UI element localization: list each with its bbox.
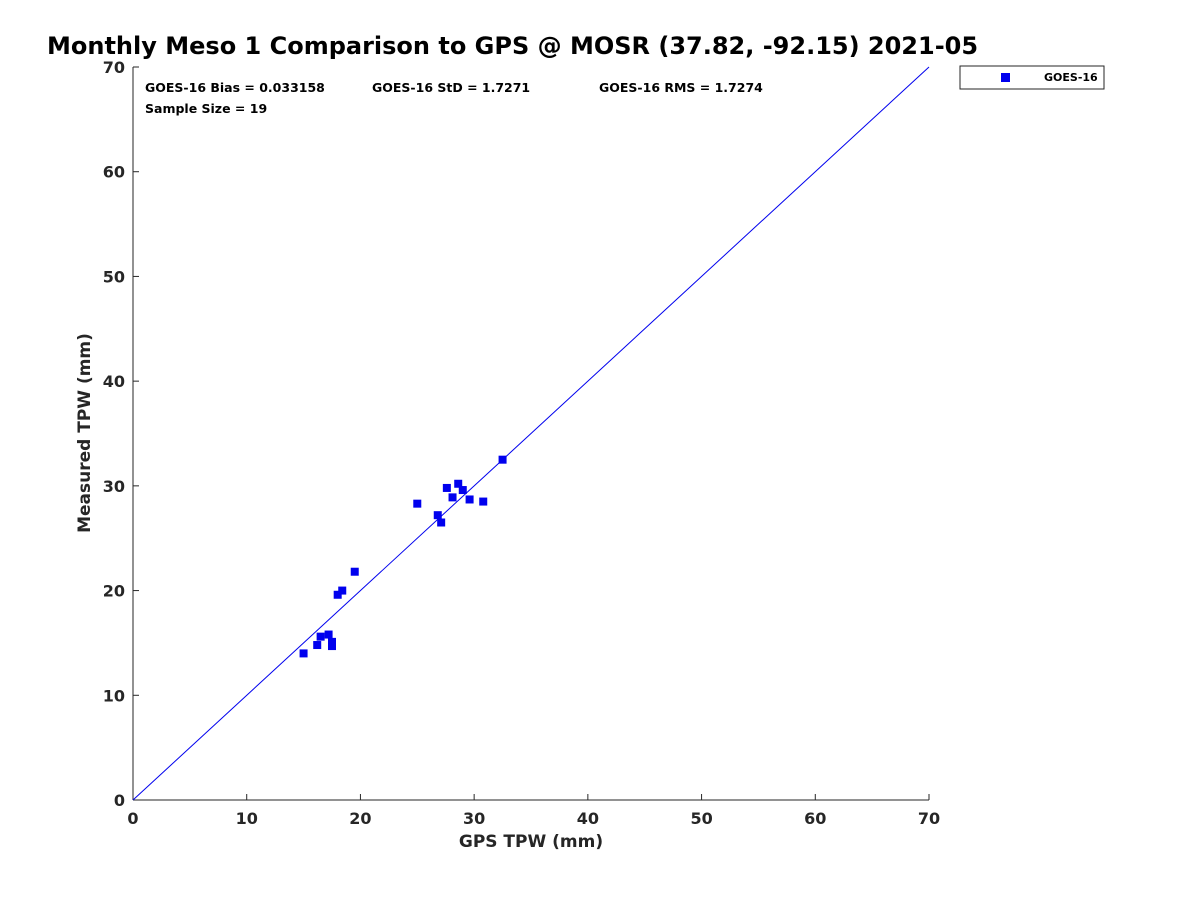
data-points	[299, 455, 507, 658]
data-point	[316, 632, 325, 641]
plot-axes	[132, 67, 929, 801]
chart-title: Monthly Meso 1 Comparison to GPS @ MOSR …	[47, 32, 978, 60]
data-point	[299, 649, 308, 658]
data-point	[433, 511, 442, 520]
x-tick-label: 0	[127, 809, 138, 828]
data-point	[328, 642, 336, 651]
sample-size-annotation: Sample Size = 19	[145, 101, 267, 116]
y-tick-label: 70	[103, 58, 125, 77]
data-point	[313, 641, 322, 650]
x-axis-label: GPS TPW (mm)	[459, 832, 603, 852]
data-point	[413, 499, 422, 508]
y-tick-label: 40	[103, 372, 125, 391]
data-point	[333, 590, 342, 599]
x-tick-label: 20	[349, 809, 371, 828]
x-tick-label: 40	[577, 809, 599, 828]
y-tick-label: 10	[103, 686, 125, 705]
bias-annotation: GOES-16 Bias = 0.033158	[145, 80, 325, 95]
data-point	[458, 486, 467, 495]
rms-annotation: GOES-16 RMS = 1.7274	[599, 80, 763, 95]
data-point	[328, 637, 336, 646]
y-tick-label: 30	[103, 477, 125, 496]
x-tick-label: 60	[804, 809, 826, 828]
legend: GOES-16	[959, 65, 1105, 90]
legend-box	[959, 65, 1105, 90]
y-tick-label: 60	[103, 163, 125, 182]
x-tick-label: 10	[236, 809, 258, 828]
x-tick-label: 70	[918, 809, 940, 828]
legend-marker-goes16	[1001, 73, 1010, 82]
statistics-annotations: GOES-16 Bias = 0.033158 GOES-16 StD = 1.…	[145, 80, 763, 116]
data-point	[498, 455, 507, 464]
data-point	[442, 483, 451, 492]
data-point	[454, 479, 463, 488]
data-point	[338, 586, 347, 595]
x-tick-label: 50	[690, 809, 712, 828]
axis-ticks: 0 10 20 30 40 50 60 70 0 10 20 30 40 50 60 70	[103, 58, 940, 828]
y-tick-label: 50	[103, 267, 125, 286]
std-annotation: GOES-16 StD = 1.7271	[372, 80, 530, 95]
data-point	[350, 567, 359, 576]
data-point	[465, 495, 474, 504]
one-to-one-line	[132, 66, 930, 801]
data-point	[324, 630, 333, 639]
legend-label-goes16: GOES-16	[1044, 71, 1098, 84]
y-tick-label: 20	[103, 582, 125, 601]
data-point	[479, 497, 488, 506]
data-point	[448, 493, 457, 502]
reference-line-group	[132, 66, 930, 801]
y-axis-label: Measured TPW (mm)	[75, 333, 95, 533]
y-tick-label: 0	[114, 791, 125, 810]
data-point	[437, 518, 446, 527]
x-tick-label: 30	[463, 809, 485, 828]
